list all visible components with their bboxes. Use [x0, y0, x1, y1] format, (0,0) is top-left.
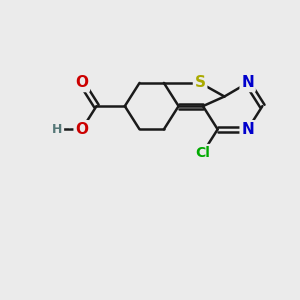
Text: N: N	[241, 75, 254, 90]
Text: O: O	[75, 122, 88, 137]
Text: H: H	[52, 123, 63, 136]
Text: O: O	[75, 75, 88, 90]
Text: Cl: Cl	[196, 146, 210, 160]
Text: S: S	[195, 75, 206, 90]
Text: ·: ·	[68, 124, 71, 134]
Text: N: N	[241, 122, 254, 137]
